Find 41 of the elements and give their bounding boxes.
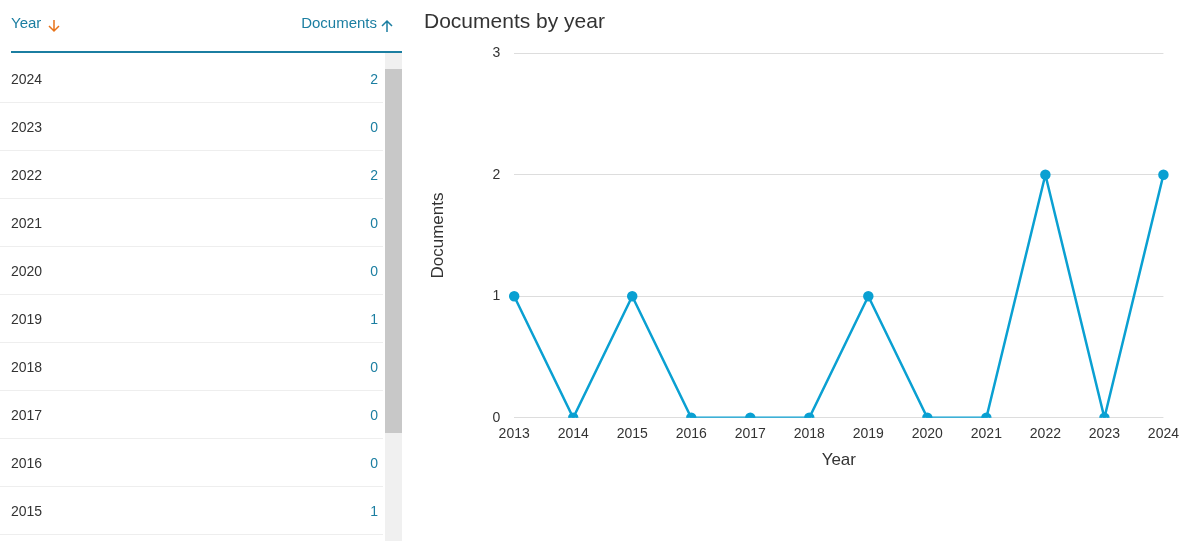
text: 1 bbox=[370, 503, 378, 519]
category-label: 2021 bbox=[11, 215, 43, 231]
x-tick-label: 2013 bbox=[498, 425, 530, 442]
category-label: 2015 bbox=[11, 503, 43, 519]
text: 0 bbox=[370, 263, 378, 279]
text: 1 bbox=[370, 311, 378, 327]
text: 0 bbox=[370, 359, 378, 375]
x-tick-label: 2021 bbox=[970, 425, 1003, 442]
category-label: 2022 bbox=[11, 167, 43, 183]
x-tick-label: 2014 bbox=[557, 425, 589, 442]
category-label: 2020 bbox=[11, 263, 43, 279]
text: 2 bbox=[370, 167, 378, 183]
category-label: 2018 bbox=[11, 359, 43, 375]
category-label: 2016 bbox=[11, 455, 43, 471]
text: 0 bbox=[370, 407, 378, 423]
y-axis-title: Documents bbox=[427, 192, 447, 279]
x-tick-label: 2018 bbox=[793, 425, 826, 442]
y-tick-label: 2 bbox=[492, 165, 501, 182]
category-label: 2023 bbox=[11, 119, 43, 135]
y-tick-label: 3 bbox=[492, 44, 501, 61]
text: 0 bbox=[370, 119, 378, 135]
category-label: 2019 bbox=[11, 311, 43, 327]
x-tick-label: 2023 bbox=[1088, 425, 1121, 442]
text: Year bbox=[11, 14, 42, 31]
text: 0 bbox=[370, 455, 378, 471]
chart-title: Documents by year bbox=[424, 9, 605, 33]
x-tick-label: 2019 bbox=[852, 425, 885, 442]
x-tick-label: 2017 bbox=[734, 425, 767, 442]
x-tick-label: 2022 bbox=[1029, 425, 1062, 442]
x-axis-title: Year bbox=[821, 450, 857, 470]
text: 2 bbox=[370, 71, 378, 87]
x-tick-label: 2020 bbox=[911, 425, 944, 442]
y-tick-label: 0 bbox=[492, 408, 501, 425]
x-tick-label: 2015 bbox=[616, 425, 649, 442]
y-tick-label: 1 bbox=[492, 287, 501, 304]
text: 0 bbox=[370, 215, 378, 231]
category-label: 2017 bbox=[11, 407, 43, 423]
x-tick-label: 2024 bbox=[1147, 425, 1180, 442]
x-tick-label: 2016 bbox=[675, 425, 708, 442]
category-label: 2024 bbox=[11, 71, 43, 87]
text: Documents bbox=[301, 14, 377, 31]
